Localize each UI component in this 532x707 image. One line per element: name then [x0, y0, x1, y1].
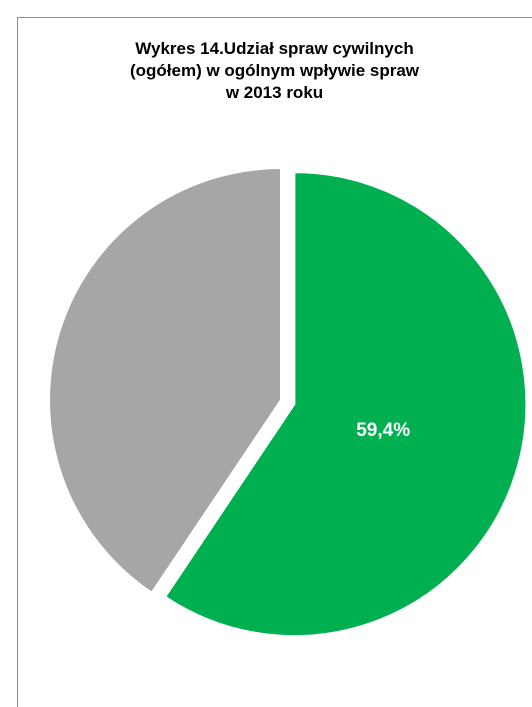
- pie-slice-2: [48, 166, 282, 595]
- chart-title-line-2: (ogółem) w ogólnym wpływie spraw: [129, 61, 420, 80]
- pie-slice-1: [163, 171, 528, 638]
- chart-title-line-1: Wykres 14.Udział spraw cywilnych: [135, 39, 414, 58]
- pie-slice-1-label: 59,4%: [356, 420, 410, 441]
- chart-title-line-3: w 2013 roku: [225, 83, 324, 102]
- chart-title: Wykres 14.Udział spraw cywilnych (ogółem…: [17, 38, 532, 104]
